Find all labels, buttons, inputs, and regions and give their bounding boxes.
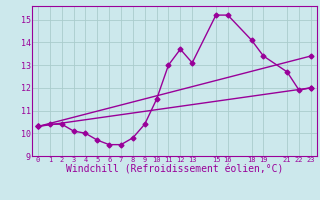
X-axis label: Windchill (Refroidissement éolien,°C): Windchill (Refroidissement éolien,°C) [66,165,283,175]
